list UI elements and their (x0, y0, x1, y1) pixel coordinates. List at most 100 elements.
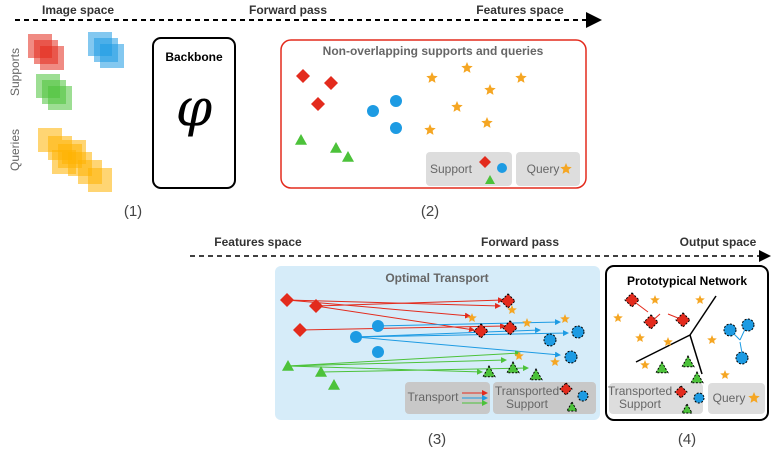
support-diamond (280, 293, 294, 307)
support-circle (390, 122, 402, 134)
title: Non-overlapping supports and queries (323, 44, 544, 58)
legend: Support (430, 162, 473, 176)
query-star (550, 357, 560, 366)
symbol: φ (176, 79, 213, 139)
query-star (663, 337, 673, 346)
backbone-box (152, 37, 236, 189)
support-triangle (295, 134, 307, 145)
label: Forward pass (249, 3, 327, 17)
query-star (720, 370, 730, 379)
label: Queries (8, 129, 22, 171)
support-circle (571, 325, 585, 339)
query-image (62, 140, 86, 164)
transport-arrow (315, 297, 504, 307)
support-triangle (315, 366, 327, 377)
query-star (507, 305, 517, 314)
support-triangle (681, 354, 695, 368)
support-triangle (566, 400, 578, 412)
label: Supports (8, 48, 22, 96)
support-image (40, 46, 64, 70)
support-triangle (342, 151, 354, 162)
support-triangle (506, 360, 520, 374)
title: Prototypical Network (627, 274, 747, 288)
query-star (481, 117, 493, 128)
transport-arrow (315, 305, 475, 333)
support-diamond (500, 293, 516, 309)
title: Optimal Transport (385, 271, 488, 285)
support-diamond (311, 97, 325, 111)
label: Features space (214, 235, 302, 249)
label: Features space (476, 3, 564, 17)
support-circle (390, 95, 402, 107)
label: Output space (680, 235, 757, 249)
query-star (424, 124, 436, 135)
support-circle (543, 333, 557, 347)
support-triangle (681, 402, 693, 414)
support-diamond (293, 323, 307, 337)
query-star (613, 313, 623, 322)
query-star (426, 72, 438, 83)
decision-boundaries (635, 295, 717, 375)
legend: Transported (495, 384, 559, 398)
query-star (695, 295, 705, 304)
support-circle (741, 318, 755, 332)
support-circle (372, 346, 384, 358)
support-circle (735, 351, 749, 365)
transport-arrow (299, 323, 506, 331)
query-star (467, 313, 477, 322)
query-star (514, 351, 524, 360)
caption: (1) (124, 203, 142, 220)
legend: Support (506, 397, 549, 411)
caption: (4) (678, 431, 696, 448)
prototype-arrow (631, 299, 684, 323)
support-triangle (330, 142, 342, 153)
support-circle (693, 392, 705, 404)
support-diamond (296, 69, 310, 83)
support-circle (367, 105, 379, 117)
transport-arrow (287, 365, 483, 375)
support-image (48, 86, 72, 110)
panel (605, 265, 769, 421)
support-triangle (282, 360, 294, 371)
support-triangle (529, 367, 543, 381)
query-star (515, 72, 527, 83)
legend-box (405, 382, 490, 414)
support-diamond (473, 323, 489, 339)
legend: Transported (608, 384, 672, 398)
support-triangle (328, 379, 340, 390)
legend: Support (619, 397, 662, 411)
transport-arrow (287, 357, 507, 367)
query-star (560, 314, 570, 323)
panel (280, 39, 587, 189)
query-image (88, 168, 112, 192)
query-star (461, 62, 473, 73)
query-star (484, 84, 496, 95)
support-circle (497, 163, 507, 173)
support-diamond (479, 156, 491, 168)
prototype-arrow (731, 326, 747, 354)
support-triangle (485, 175, 495, 184)
label: Forward pass (481, 235, 559, 249)
support-triangle (482, 364, 496, 378)
transport-arrow (355, 336, 561, 358)
query-star (635, 333, 645, 342)
legend: Transport (408, 390, 460, 404)
query-star (522, 318, 532, 327)
support-diamond (502, 320, 518, 336)
query-star (451, 101, 463, 112)
support-circle (372, 320, 384, 332)
query-star (650, 295, 660, 304)
support-diamond (324, 76, 338, 90)
transport-arrow (320, 365, 529, 373)
caption: (3) (428, 431, 446, 448)
support-circle (577, 390, 589, 402)
support-image (100, 44, 124, 68)
query-star (640, 360, 650, 369)
transport-arrow (355, 330, 569, 338)
label: Image space (42, 3, 114, 17)
support-diamond (559, 382, 573, 396)
transport-arrow (286, 299, 501, 309)
title: Backbone (165, 50, 223, 64)
legend: Query (713, 391, 746, 405)
